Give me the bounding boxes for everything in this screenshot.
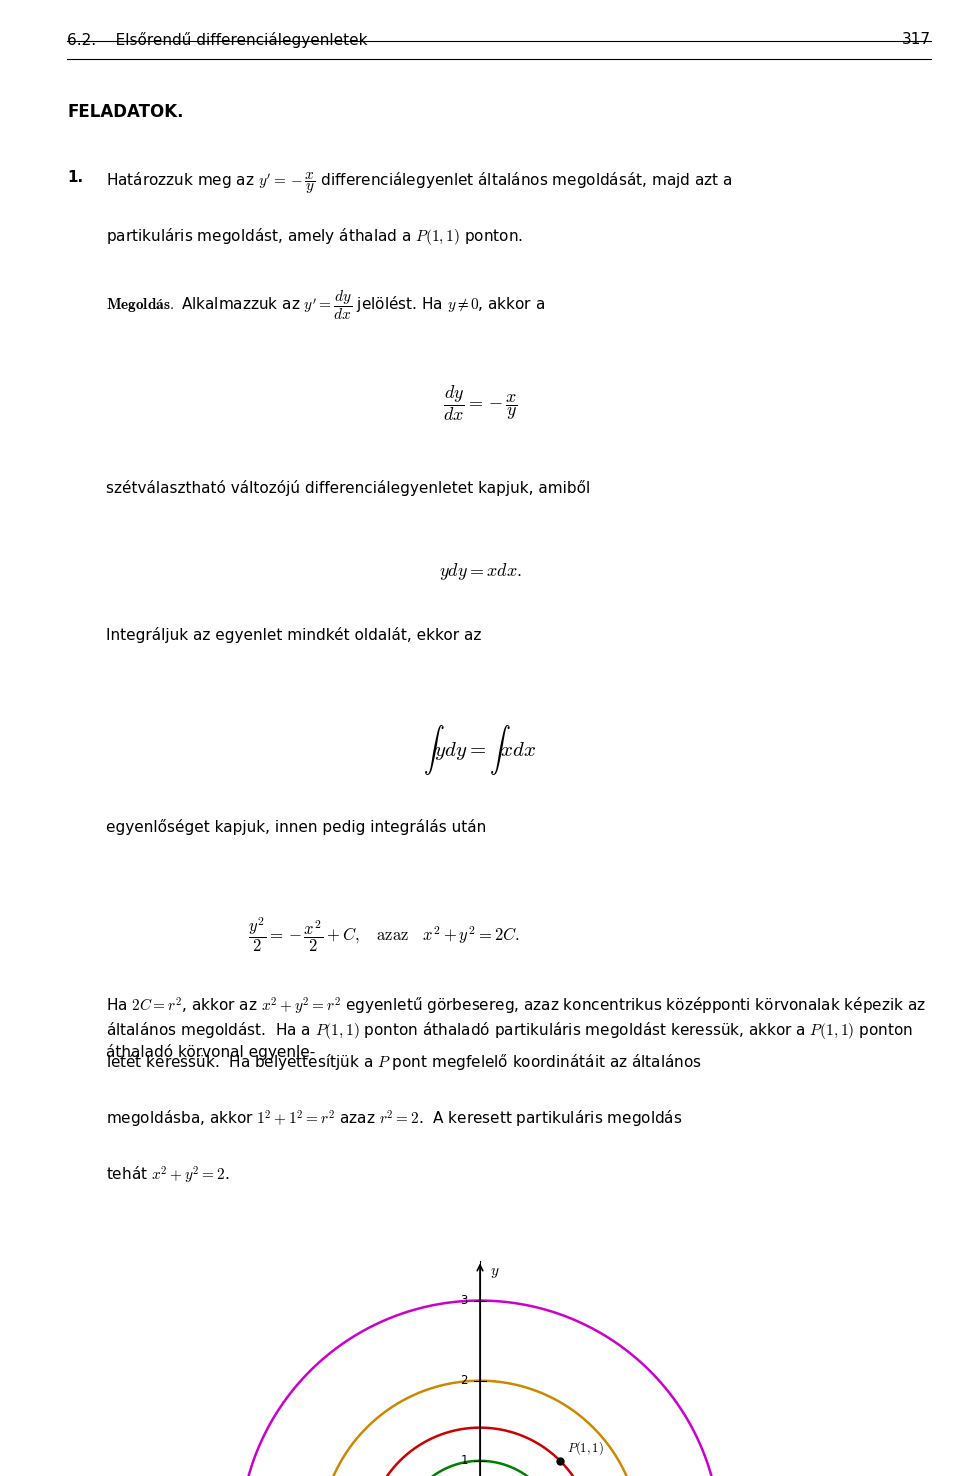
Text: 317: 317 bbox=[902, 32, 931, 47]
Text: 2: 2 bbox=[461, 1374, 468, 1387]
Text: letét keressük.  Ha belyettesítjük a $P$ pont megfelelő koordinátáit az általáno: letét keressük. Ha belyettesítjük a $P$ … bbox=[106, 1052, 702, 1073]
Text: FELADATOK.: FELADATOK. bbox=[67, 103, 183, 121]
Text: 3: 3 bbox=[461, 1294, 468, 1308]
Text: $\mathbf{Megoldás.}$ Alkalmazzuk az $y' = \dfrac{dy}{dx}$ jelölést. Ha $y \neq 0: $\mathbf{Megoldás.}$ Alkalmazzuk az $y' … bbox=[106, 288, 544, 322]
Text: 1.: 1. bbox=[67, 170, 84, 184]
Text: partikuláris megoldást, amely áthalad a $P(1,1)$ ponton.: partikuláris megoldást, amely áthalad a … bbox=[106, 226, 522, 246]
Text: 1: 1 bbox=[461, 1454, 468, 1467]
Text: egyenlőséget kapjuk, innen pedig integrálás után: egyenlőséget kapjuk, innen pedig integrá… bbox=[106, 819, 486, 835]
Text: tehát $x^2 + y^2 = 2$.: tehát $x^2 + y^2 = 2$. bbox=[106, 1165, 229, 1185]
Text: $\dfrac{dy}{dx} = -\dfrac{x}{y}$: $\dfrac{dy}{dx} = -\dfrac{x}{y}$ bbox=[443, 384, 517, 424]
Text: $ydy = xdx.$: $ydy = xdx.$ bbox=[439, 561, 521, 582]
Text: $y$: $y$ bbox=[490, 1265, 499, 1280]
Text: Integráljuk az egyenlet mindkét oldalát, ekkor az: Integráljuk az egyenlet mindkét oldalát,… bbox=[106, 627, 481, 644]
Text: 6.2.    Elsőrendű differenciálegyenletek: 6.2. Elsőrendű differenciálegyenletek bbox=[67, 32, 368, 49]
Text: Ha $2C = r^2$, akkor az $x^2 + y^2 = r^2$ egyenletű görbesereg, azaz koncentriku: Ha $2C = r^2$, akkor az $x^2 + y^2 = r^2… bbox=[106, 996, 925, 1060]
Text: Határozzuk meg az $y' = -\dfrac{x}{y}$ differenciálegyenlet általános megoldását: Határozzuk meg az $y' = -\dfrac{x}{y}$ d… bbox=[106, 170, 732, 196]
Text: $P(1,1)$: $P(1,1)$ bbox=[566, 1439, 603, 1457]
Text: megoldásba, akkor $1^2 + 1^2 = r^2$ azaz $r^2 = 2$.  A keresett partikuláris meg: megoldásba, akkor $1^2 + 1^2 = r^2$ azaz… bbox=[106, 1108, 683, 1129]
Text: szétválasztható változójú differenciálegyenletet kapjuk, amiből: szétválasztható változójú differenciáleg… bbox=[106, 480, 589, 496]
Text: $\dfrac{y^2}{2} = -\dfrac{x^2}{2} + C, \quad \text{azaz} \quad x^2 + y^2 = 2C.$: $\dfrac{y^2}{2} = -\dfrac{x^2}{2} + C, \… bbox=[249, 915, 519, 953]
Text: $\int ydy = \int xdx$: $\int ydy = \int xdx$ bbox=[423, 723, 537, 778]
